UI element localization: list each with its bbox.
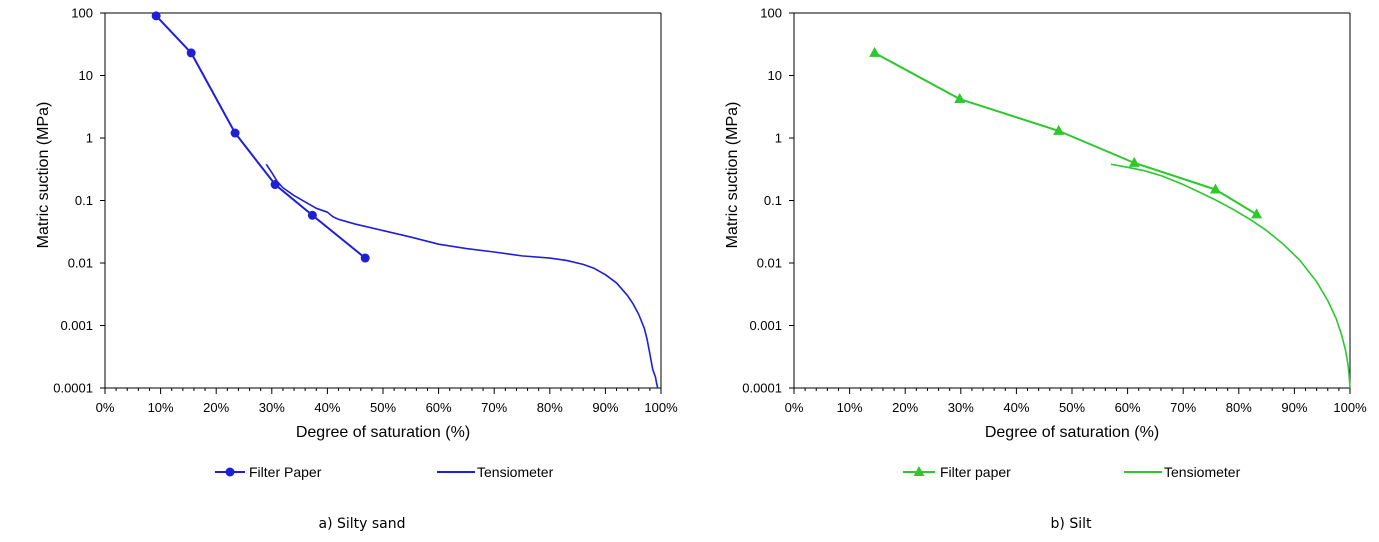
chart-panel-silty-sand: 0% 10% 20% 30% 40% 50% 60% 70% 80% 90% 100% 0.0001… [35,6,678,533]
panel-caption: a) Silty sand [318,516,405,532]
x-tick-label: 90% [1281,400,1307,415]
series-line-filter-paper [155,15,366,259]
panel-caption: b) Silt [1051,516,1092,532]
x-tick-label: 30% [259,400,285,415]
data-point [869,46,881,57]
data-point [151,11,161,21]
series-lines [155,15,659,389]
x-tick-label: 60% [1115,400,1141,415]
chart-panel-silt: 0% 10% 20% 30% 40% 50% 60% 70% 80% 90% 100% 0.0001… [724,6,1367,533]
x-tick-label: 90% [592,400,618,415]
y-axis-label: Matric suction (MPa) [724,102,741,249]
data-point [954,93,966,104]
series-markers [869,46,1263,219]
x-tick-label: 0% [96,400,115,415]
y-tick-label: 100 [760,6,782,21]
y-tick-label: 0.1 [75,193,93,208]
y-tick-label: 0.0001 [742,381,782,396]
x-tick-label: 60% [426,400,452,415]
y-tick-label: 1 [775,131,782,146]
y-tick-label: 10 [79,68,93,83]
legend: Filter Paper Tensiometer [215,464,554,480]
x-tick-label: 100% [644,400,678,415]
y-ticks: 0.0001 0.001 0.01 0.1 1 10 100 [53,6,105,396]
x-axis-label: Degree of saturation (%) [985,424,1159,441]
legend-label-filter-paper: Filter Paper [249,464,322,480]
x-tick-label: 70% [1170,400,1196,415]
x-tick-label: 50% [370,400,396,415]
data-point [307,210,317,220]
y-tick-label: 0.001 [60,318,93,333]
x-tick-label: 80% [537,400,563,415]
x-tick-label: 80% [1226,400,1252,415]
x-tick-label: 100% [1333,400,1367,415]
y-axis-label: Matric suction (MPa) [35,102,52,249]
data-point [360,253,370,263]
x-tick-label: 40% [314,400,340,415]
legend-label-tensiometer: Tensiometer [1164,464,1241,480]
data-point [1128,156,1140,167]
y-tick-label: 0.01 [68,256,93,271]
x-tick-label: 70% [481,400,507,415]
x-tick-label: 0% [785,400,804,415]
y-tick-label: 0.0001 [53,381,93,396]
x-tick-label: 10% [837,400,863,415]
y-ticks: 0.0001 0.001 0.01 0.1 1 10 100 [742,6,794,396]
y-tick-label: 100 [71,6,93,21]
x-tick-label: 20% [892,400,918,415]
data-point [1251,208,1263,219]
legend-label-filter-paper: Filter paper [940,464,1011,480]
legend-marker-filter-paper [913,466,925,476]
y-tick-label: 0.001 [749,318,782,333]
data-point [270,180,280,190]
legend-marker-filter-paper [225,467,235,477]
series-line-filter-paper [874,52,1258,216]
data-point [230,128,240,138]
x-axis-label: Degree of saturation (%) [296,424,470,441]
data-point [1209,183,1221,194]
x-tick-label: 50% [1059,400,1085,415]
series-line-tensiometer [265,163,659,389]
x-tick-label: 10% [148,400,174,415]
x-tick-label: 30% [948,400,974,415]
series-line-tensiometer [1110,163,1351,389]
data-point [186,48,196,58]
y-tick-label: 10 [768,68,782,83]
x-ticks: 0% 10% 20% 30% 40% 50% 60% 70% 80% 90% 100% [96,388,678,415]
x-ticks: 0% 10% 20% 30% 40% 50% 60% 70% 80% 90% 100% [785,388,1367,415]
y-tick-label: 1 [86,131,93,146]
series-lines [874,52,1351,389]
x-tick-label: 20% [203,400,229,415]
y-tick-label: 0.01 [757,256,782,271]
legend: Filter paper Tensiometer [903,464,1241,480]
series-markers [151,11,370,263]
y-tick-label: 0.1 [764,193,782,208]
x-tick-label: 40% [1003,400,1029,415]
legend-label-tensiometer: Tensiometer [477,464,554,480]
data-point [1053,124,1065,135]
